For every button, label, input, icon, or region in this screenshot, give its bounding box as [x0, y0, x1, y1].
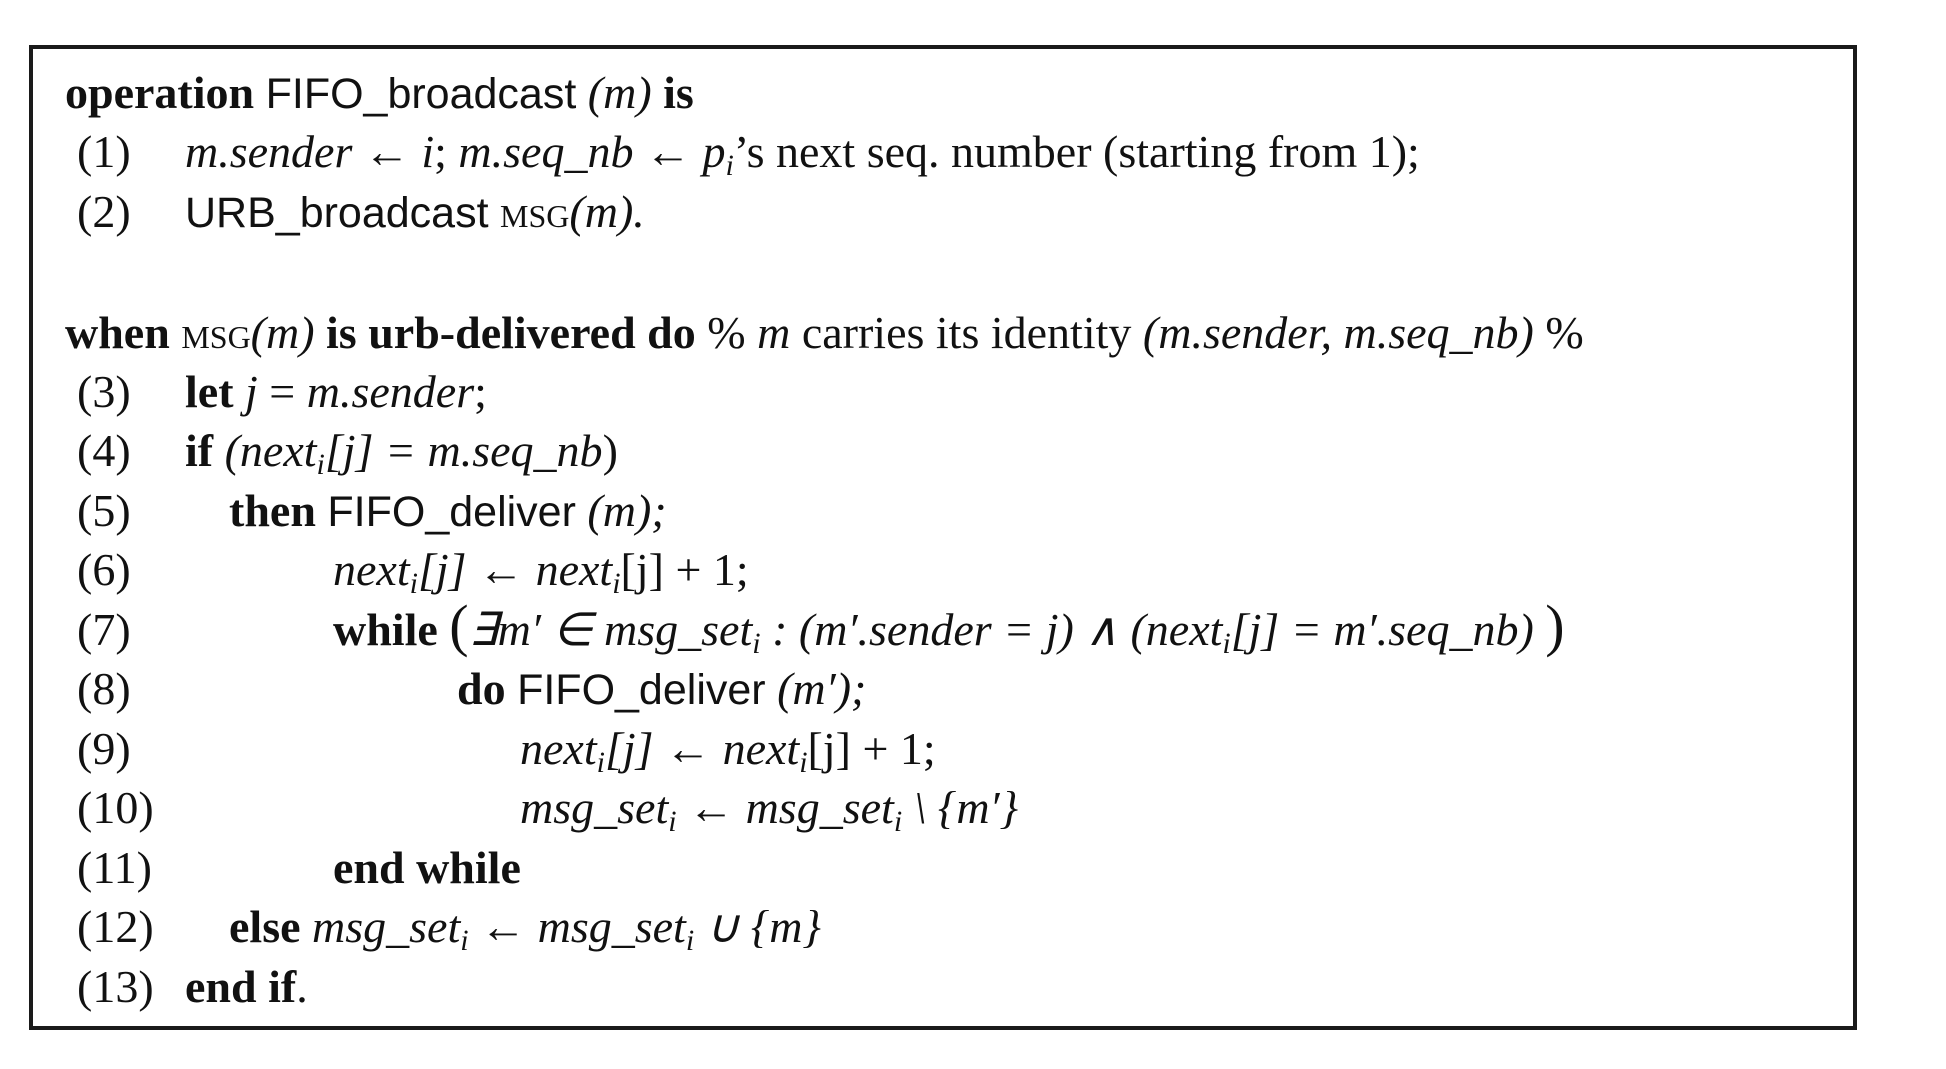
- keyword-else: else: [229, 901, 301, 952]
- expr: next: [722, 723, 800, 774]
- subscript: i: [409, 567, 418, 600]
- assign-arrow: ←: [468, 901, 538, 952]
- line-number: (12): [77, 901, 154, 952]
- assign-arrow: ←: [352, 126, 422, 177]
- keyword-end-while: end while: [333, 842, 521, 893]
- big-open-paren: (: [449, 593, 469, 658]
- expr: ∪ {m}: [694, 901, 821, 952]
- expr: \ {m′}: [902, 782, 1019, 833]
- expr: (next: [213, 425, 317, 476]
- keyword-end-if: end if: [185, 961, 297, 1012]
- subscript: i: [596, 746, 605, 779]
- subscript: i: [893, 805, 903, 838]
- comment-mark: %: [1533, 307, 1584, 358]
- expr: msg_set: [312, 901, 461, 952]
- expr: : (m′.sender = j) ∧ (next: [760, 604, 1223, 655]
- text: ’s next seq. number (starting from 1);: [733, 126, 1420, 177]
- expr: [j] ←: [417, 544, 536, 595]
- line-number: (2): [77, 186, 131, 237]
- expr: (m).: [569, 186, 645, 237]
- expr: [j] + 1;: [620, 544, 749, 595]
- expr: m.sender: [185, 126, 353, 177]
- subscript: i: [752, 627, 761, 660]
- expr: i: [421, 126, 435, 177]
- assign-arrow: ←: [633, 126, 703, 177]
- keyword-operation: operation: [65, 67, 255, 118]
- keyword-if: if: [185, 425, 214, 476]
- subscript: i: [668, 805, 677, 838]
- expr: next: [333, 544, 410, 595]
- expr: p: [702, 126, 726, 177]
- expr: ∃m′ ∈ msg_set: [468, 604, 753, 655]
- operator: =: [257, 366, 307, 417]
- subscript: i: [799, 746, 808, 779]
- keyword-let: let: [185, 366, 234, 417]
- comment-mark: %: [695, 307, 758, 358]
- procedure-name: FIFO_deliver: [517, 666, 766, 714]
- separator: ;: [474, 366, 487, 417]
- expr: j: [245, 366, 258, 417]
- line-number: (8): [77, 663, 131, 714]
- line-number: (11): [77, 842, 152, 893]
- expr: (m);: [575, 485, 667, 536]
- algorithm-box: operation FIFO_broadcast (m) is (1) m.se…: [29, 45, 1857, 1030]
- expr: (m): [250, 307, 315, 358]
- keyword-is: is: [663, 67, 694, 118]
- line-number: (10): [77, 782, 154, 833]
- expr: m.seq_nb: [427, 425, 603, 476]
- expr: (m′);: [765, 663, 867, 714]
- subscript: i: [1222, 627, 1231, 660]
- procedure-param: (m): [587, 67, 652, 118]
- procedure-name: FIFO_broadcast: [265, 70, 577, 118]
- line-number: (13): [77, 961, 154, 1012]
- expr: [j] =: [324, 425, 428, 476]
- subscript: i: [316, 448, 325, 481]
- keyword-then: then: [229, 485, 316, 536]
- msg-type: msg: [181, 307, 251, 358]
- expr: msg_set: [745, 782, 894, 833]
- procedure-name: FIFO_deliver: [327, 488, 576, 536]
- subscript: i: [725, 149, 734, 182]
- expr: [j] ←: [604, 723, 723, 774]
- subscript: i: [460, 924, 469, 957]
- msg-type: msg: [500, 186, 570, 237]
- expr: msg_set: [537, 901, 686, 952]
- subscript: i: [612, 567, 621, 600]
- keyword-urb-delivered: is urb-delivered do: [326, 307, 696, 358]
- paren: ): [602, 425, 618, 476]
- comment-text: carries its identity: [790, 307, 1143, 358]
- keyword-do: do: [457, 663, 506, 714]
- expr: m.sender: [306, 366, 475, 417]
- line-number: (3): [77, 366, 131, 417]
- line-number: (1): [77, 126, 131, 177]
- line-number: (5): [77, 485, 131, 536]
- procedure-name: URB_broadcast: [185, 189, 489, 237]
- space: [489, 186, 501, 237]
- separator: ;: [434, 126, 459, 177]
- line-number: (9): [77, 723, 131, 774]
- keyword-when: when: [65, 307, 170, 358]
- expr: m: [757, 307, 791, 358]
- big-close-paren: ): [1545, 593, 1565, 658]
- expr: [j] + 1;: [807, 723, 936, 774]
- line-number: (6): [77, 544, 131, 595]
- line-number: (4): [77, 425, 131, 476]
- separator: .: [296, 961, 308, 1012]
- expr: (m.sender, m.seq_nb): [1142, 307, 1534, 358]
- expr: next: [520, 723, 597, 774]
- expr: m.seq_nb: [458, 126, 634, 177]
- assign-arrow: ←: [676, 782, 746, 833]
- subscript: i: [685, 924, 695, 957]
- expr: msg_set: [520, 782, 669, 833]
- expr: [j] = m′.seq_nb): [1230, 604, 1534, 655]
- line-number: (7): [77, 604, 131, 655]
- expr: next: [535, 544, 613, 595]
- keyword-while: while: [333, 604, 438, 655]
